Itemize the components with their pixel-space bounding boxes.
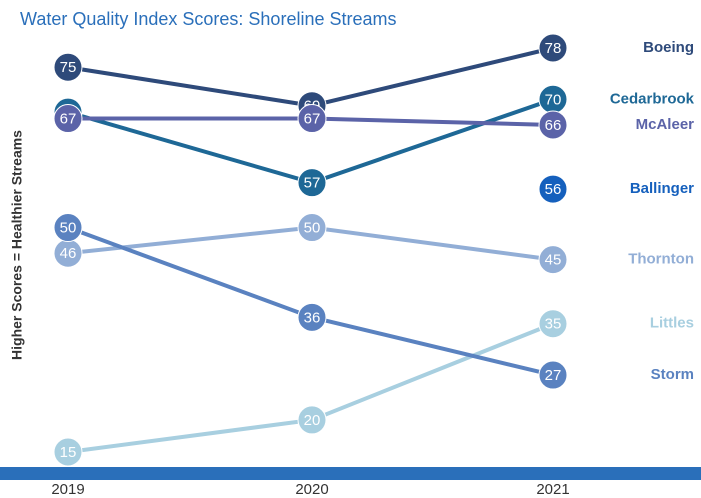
x-tick-label: 2020 <box>295 481 328 498</box>
chart-title: Water Quality Index Scores: Shoreline St… <box>20 9 397 29</box>
point <box>297 104 327 134</box>
point <box>53 437 83 467</box>
data-label: 66 <box>545 117 562 134</box>
point <box>297 168 327 198</box>
point <box>538 309 568 339</box>
data-label: 50 <box>304 220 321 237</box>
data-label: 67 <box>304 111 321 128</box>
data-label: 67 <box>60 111 77 128</box>
legend-label: Littles <box>650 315 694 332</box>
legend-label: Ballinger <box>630 180 694 197</box>
data-label: 35 <box>545 316 562 333</box>
data-label: 70 <box>545 91 562 108</box>
data-label: 57 <box>304 175 321 192</box>
data-label: 15 <box>60 444 77 461</box>
y-axis-label: Higher Scores = Healthier Streams <box>9 130 25 360</box>
data-label: 75 <box>60 59 77 76</box>
point <box>297 213 327 243</box>
data-label: 45 <box>545 252 562 269</box>
data-label: 36 <box>304 309 321 326</box>
legend-label: Thornton <box>628 251 694 268</box>
legend-label: McAleer <box>636 116 695 133</box>
legend-label: Boeing <box>643 39 694 56</box>
legend-label: Storm <box>651 366 694 383</box>
data-label: 46 <box>60 245 77 262</box>
x-tick-label: 2019 <box>51 481 84 498</box>
point <box>538 33 568 63</box>
point <box>297 302 327 332</box>
point <box>538 174 568 204</box>
point <box>53 52 83 82</box>
data-label: 78 <box>545 40 562 57</box>
data-label: 20 <box>304 412 321 429</box>
point <box>538 360 568 390</box>
point <box>53 104 83 134</box>
data-label: 56 <box>545 181 562 198</box>
data-label: 50 <box>60 220 77 237</box>
point <box>538 110 568 140</box>
point <box>297 405 327 435</box>
x-tick-label: 2021 <box>536 481 569 498</box>
point <box>53 213 83 243</box>
data-label: 27 <box>545 367 562 384</box>
axis-band <box>0 467 701 480</box>
legend-label: Cedarbrook <box>610 90 695 107</box>
point <box>538 245 568 275</box>
